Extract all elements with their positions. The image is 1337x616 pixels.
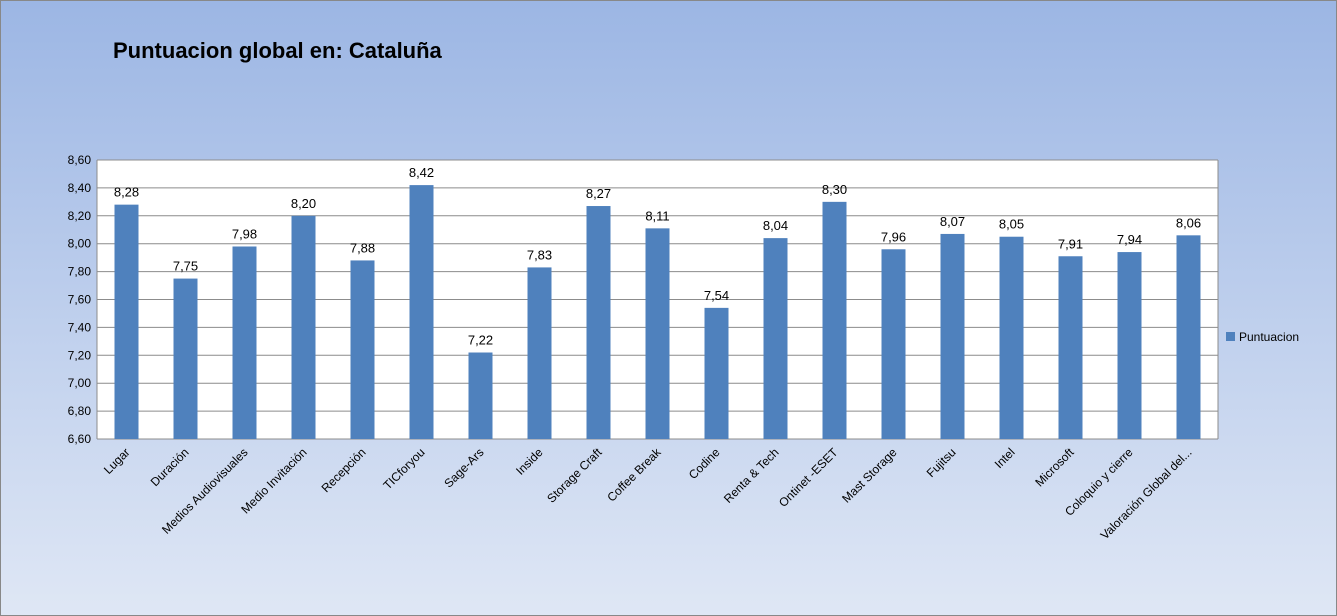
y-tick-label: 7,60 [68, 293, 92, 307]
value-label: 7,96 [881, 229, 906, 244]
bar [527, 267, 552, 439]
value-label: 7,88 [350, 240, 375, 255]
y-tick-label: 8,40 [68, 181, 92, 195]
bar [763, 238, 788, 439]
y-tick-label: 8,20 [68, 209, 92, 223]
bar [114, 204, 139, 439]
bar [232, 246, 257, 439]
y-tick-label: 7,00 [68, 376, 92, 390]
bar [409, 185, 434, 439]
legend-swatch [1226, 332, 1235, 341]
value-label: 7,54 [704, 288, 729, 303]
value-label: 8,27 [586, 186, 611, 201]
bar [1117, 252, 1142, 439]
value-label: 8,20 [291, 196, 316, 211]
chart-title: Puntuacion global en: Cataluña [113, 38, 443, 63]
value-label: 7,94 [1117, 232, 1142, 247]
bar [1176, 235, 1201, 439]
value-label: 8,04 [763, 218, 788, 233]
value-label: 8,28 [114, 185, 139, 200]
y-tick-label: 7,20 [68, 348, 92, 362]
value-label: 8,11 [645, 208, 669, 223]
y-tick-label: 8,00 [68, 237, 92, 251]
value-label: 7,91 [1058, 236, 1083, 251]
value-label: 8,30 [822, 182, 847, 197]
bar [350, 260, 375, 439]
bar [645, 228, 670, 439]
bar [173, 278, 198, 439]
value-label: 7,98 [232, 226, 257, 241]
value-label: 7,22 [468, 333, 493, 348]
y-tick-label: 8,60 [68, 153, 92, 167]
legend-label: Puntuacion [1239, 330, 1299, 344]
value-label: 8,07 [940, 214, 965, 229]
y-tick-label: 7,80 [68, 265, 92, 279]
value-label: 8,42 [409, 165, 434, 180]
bar [291, 215, 316, 439]
value-label: 7,75 [173, 259, 198, 274]
bar [881, 249, 906, 439]
bar [586, 206, 611, 439]
bar [999, 236, 1024, 439]
y-tick-label: 7,40 [68, 320, 92, 334]
y-tick-label: 6,60 [68, 432, 92, 446]
bar [468, 352, 493, 439]
value-label: 7,83 [527, 247, 552, 262]
value-label: 8,05 [999, 217, 1024, 232]
bar [822, 201, 847, 439]
y-tick-label: 6,80 [68, 404, 92, 418]
bar [704, 307, 729, 439]
value-label: 8,06 [1176, 215, 1201, 230]
bar [940, 233, 965, 439]
bar [1058, 256, 1083, 439]
